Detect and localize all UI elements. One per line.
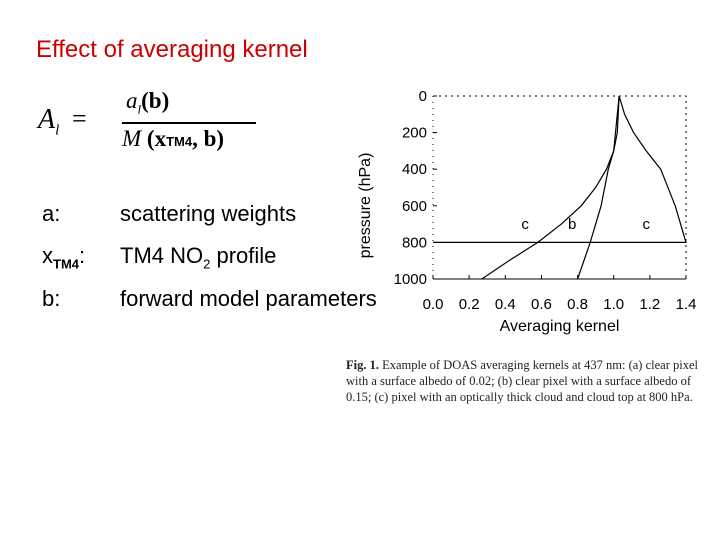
x-tick-label: 0.4 [495,296,516,313]
formula-denominator: M (xTM4, b) [122,126,225,151]
x-tick-label: 0.2 [459,296,480,313]
formula-fraction-bar [122,122,256,124]
x-tick-label: 1.2 [639,296,660,313]
definition-text: TM4 NO2 profile [120,243,277,272]
caption-label: Fig. 1. [346,358,379,372]
definition-text: forward model parameters [120,286,377,311]
y-tick-label: 400 [402,161,427,178]
figure-caption: Fig. 1. Example of DOAS averaging kernel… [346,357,718,405]
y-axis-label: pressure (hPa) [357,153,374,259]
series-line-b [577,95,620,280]
x-tick-label: 0.6 [531,296,552,313]
curve-label: c [521,216,529,233]
formula-equals: = [72,104,87,133]
y-tick-label: 200 [402,125,427,142]
plot-frame [433,95,687,279]
x-tick-label: 0.8 [567,296,588,313]
caption-text: Example of DOAS averaging kernels at 437… [346,358,698,404]
x-tick-label: 1.4 [676,296,697,313]
definition-symbol: b: [42,286,61,311]
x-tick-label: 1.0 [603,296,624,313]
series-line-c [433,95,687,243]
definition-symbol: a: [42,201,61,226]
formula-numerator: al(b) [126,88,170,117]
y-tick-label: 0 [419,88,427,105]
series-line-a [481,95,620,280]
x-axis-label: Averaging kernel [500,318,620,335]
averaging-kernel-formula: Al = al(b) M (xTM4, b) [38,88,256,160]
y-tick-label: 600 [402,198,427,215]
curve-label: b [568,216,576,233]
slide-title: Effect of averaging kernel [36,36,308,63]
formula-lhs: Al [38,104,60,139]
y-tick-label: 1000 [394,271,427,288]
y-tick-label: 800 [402,234,427,251]
definition-text: scattering weights [120,201,297,226]
averaging-kernel-chart: 0.0 0.2 0.4 0.6 0.8 1.0 1.2 1.4 0 200 400 600 800 100… [357,88,697,335]
curve-label: c [642,216,650,233]
definition-symbol: xTM4: [42,243,86,272]
x-tick-label: 0.0 [423,296,444,313]
